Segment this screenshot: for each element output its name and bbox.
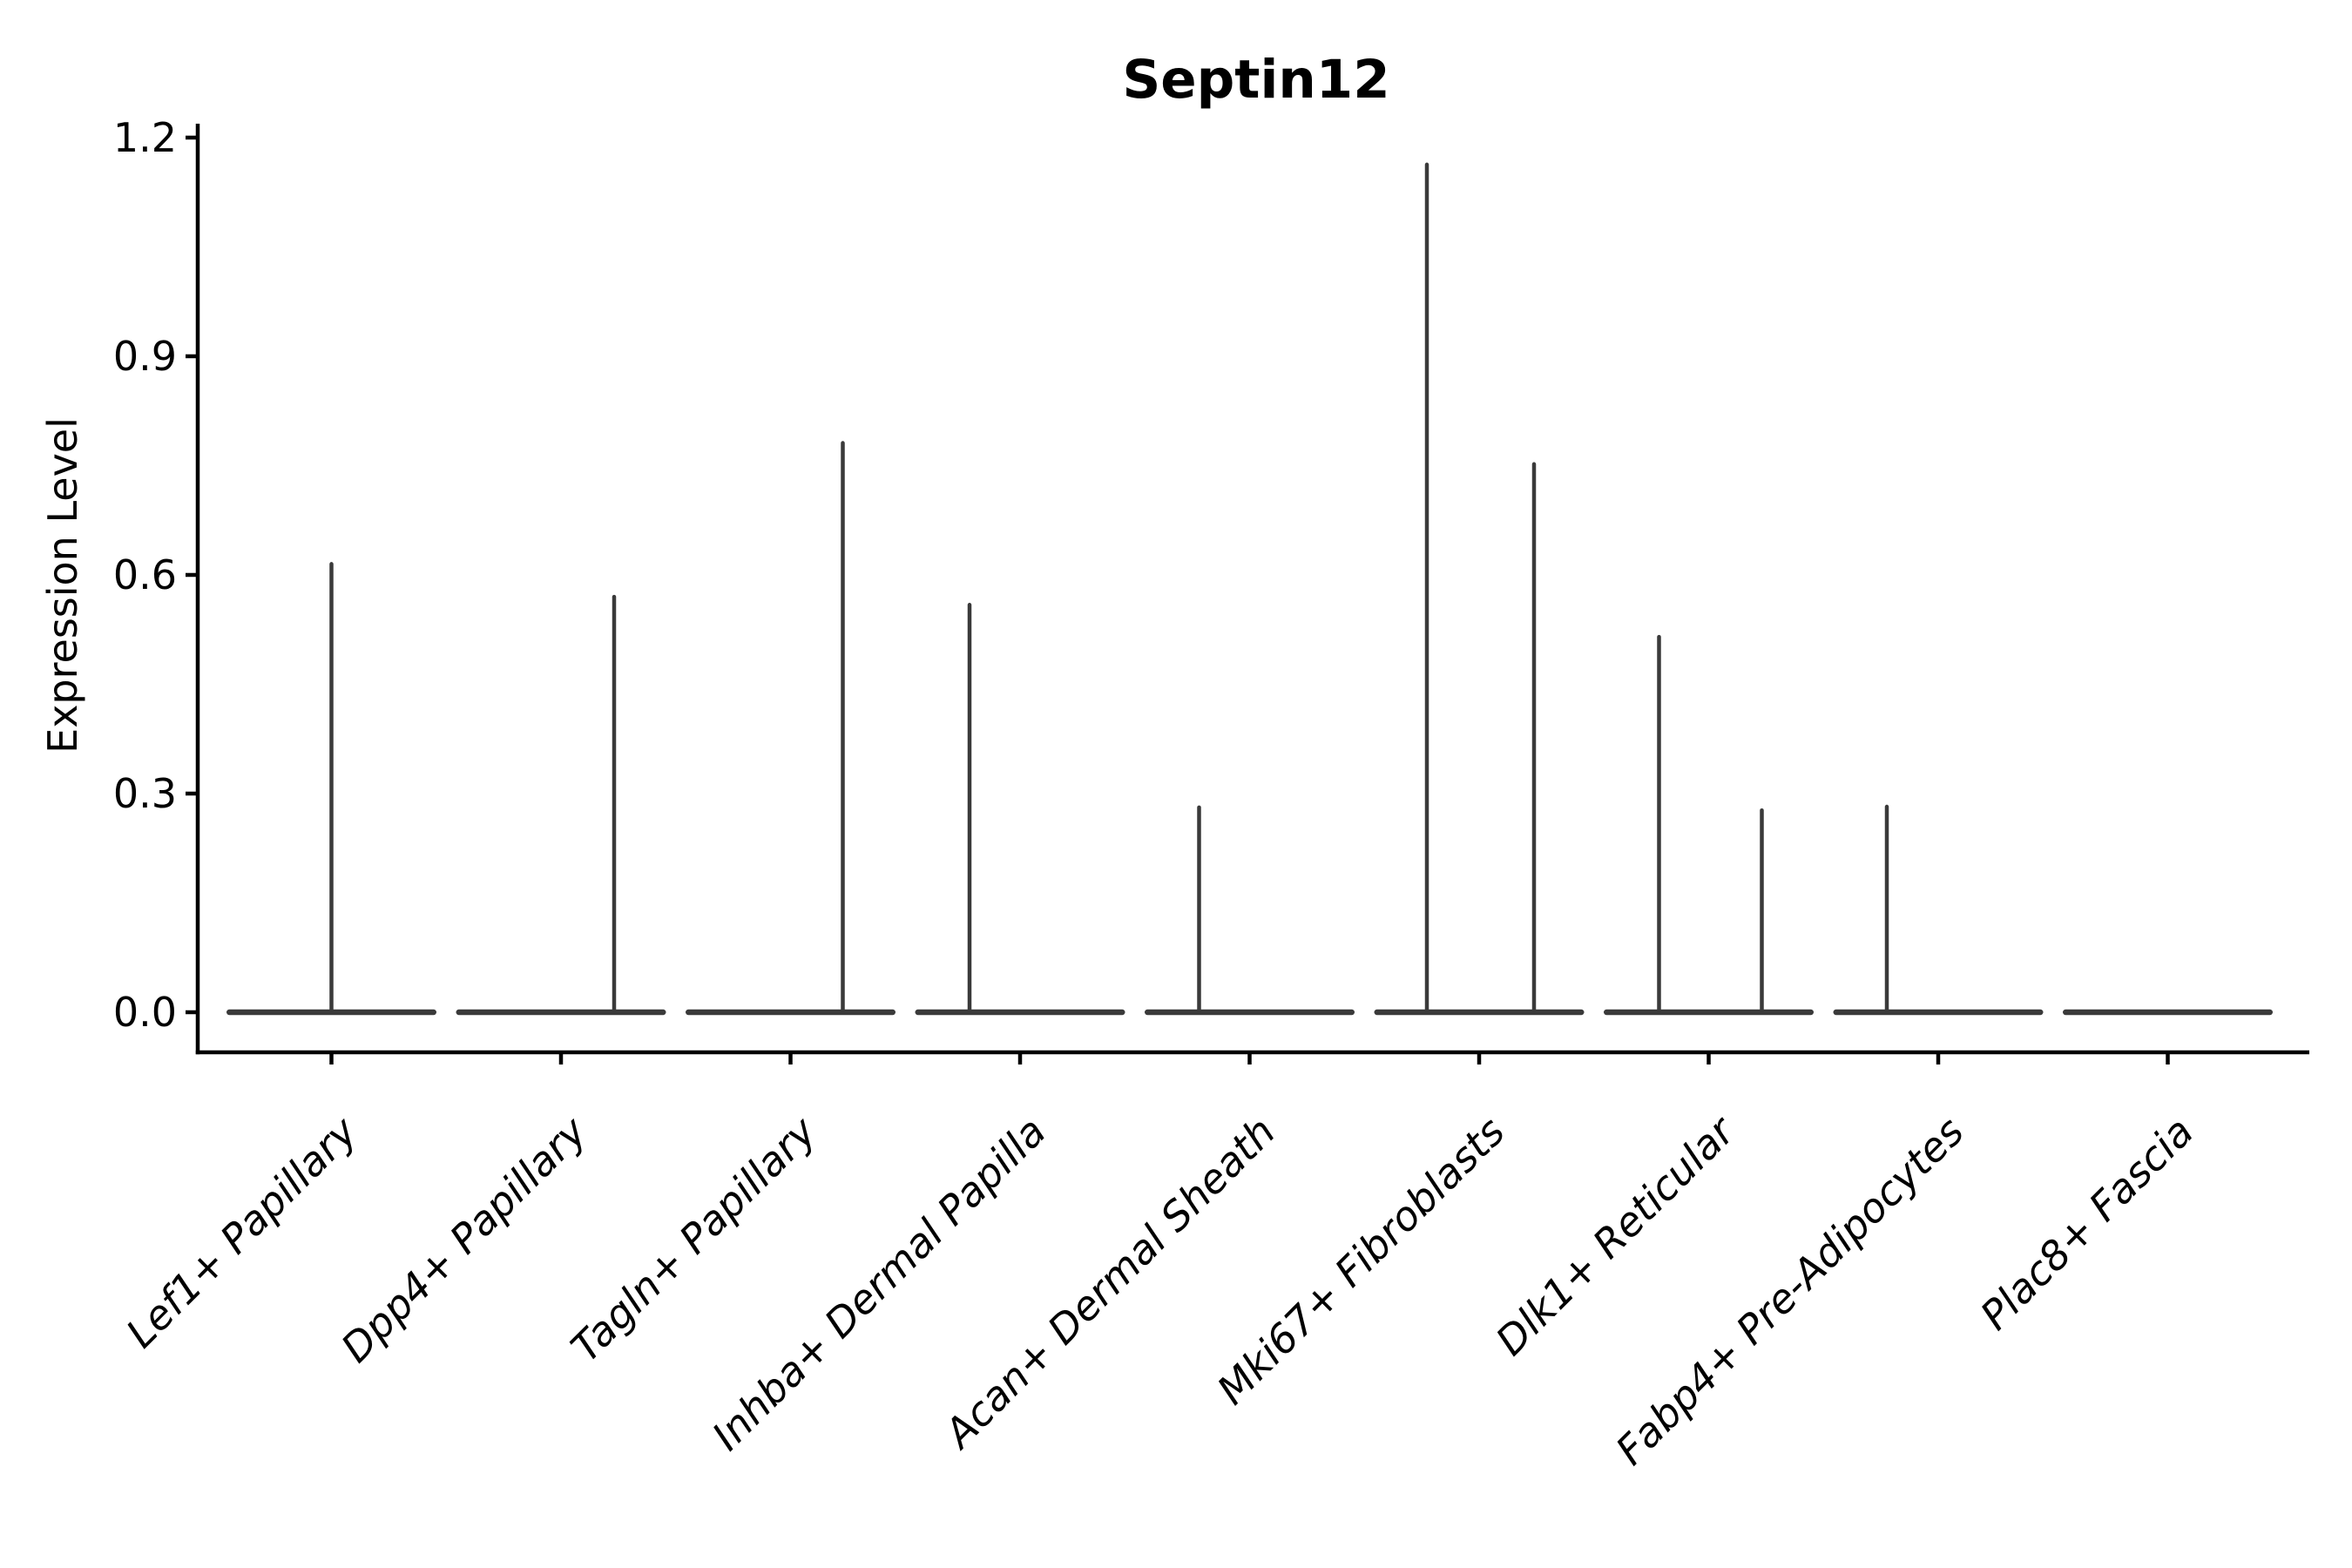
violin-baseline — [915, 1009, 1125, 1016]
violin-baseline — [1833, 1009, 2044, 1016]
violin-baseline — [2063, 1009, 2273, 1016]
plot-title: Septin12 — [1122, 49, 1389, 111]
y-tick-label: 0.3 — [113, 770, 177, 817]
y-tick-label: 0.9 — [113, 333, 177, 380]
y-tick-label: 1.2 — [113, 114, 177, 161]
violin-baseline — [1604, 1009, 1814, 1016]
y-axis-label: Expression Level — [39, 417, 86, 754]
violin-baseline — [1145, 1009, 1355, 1016]
y-tick-label: 0.0 — [113, 989, 177, 1036]
violin-baseline — [1374, 1009, 1585, 1016]
violin-baseline — [456, 1009, 666, 1016]
violin-baseline — [686, 1009, 896, 1016]
y-tick-label: 0.6 — [113, 551, 177, 598]
